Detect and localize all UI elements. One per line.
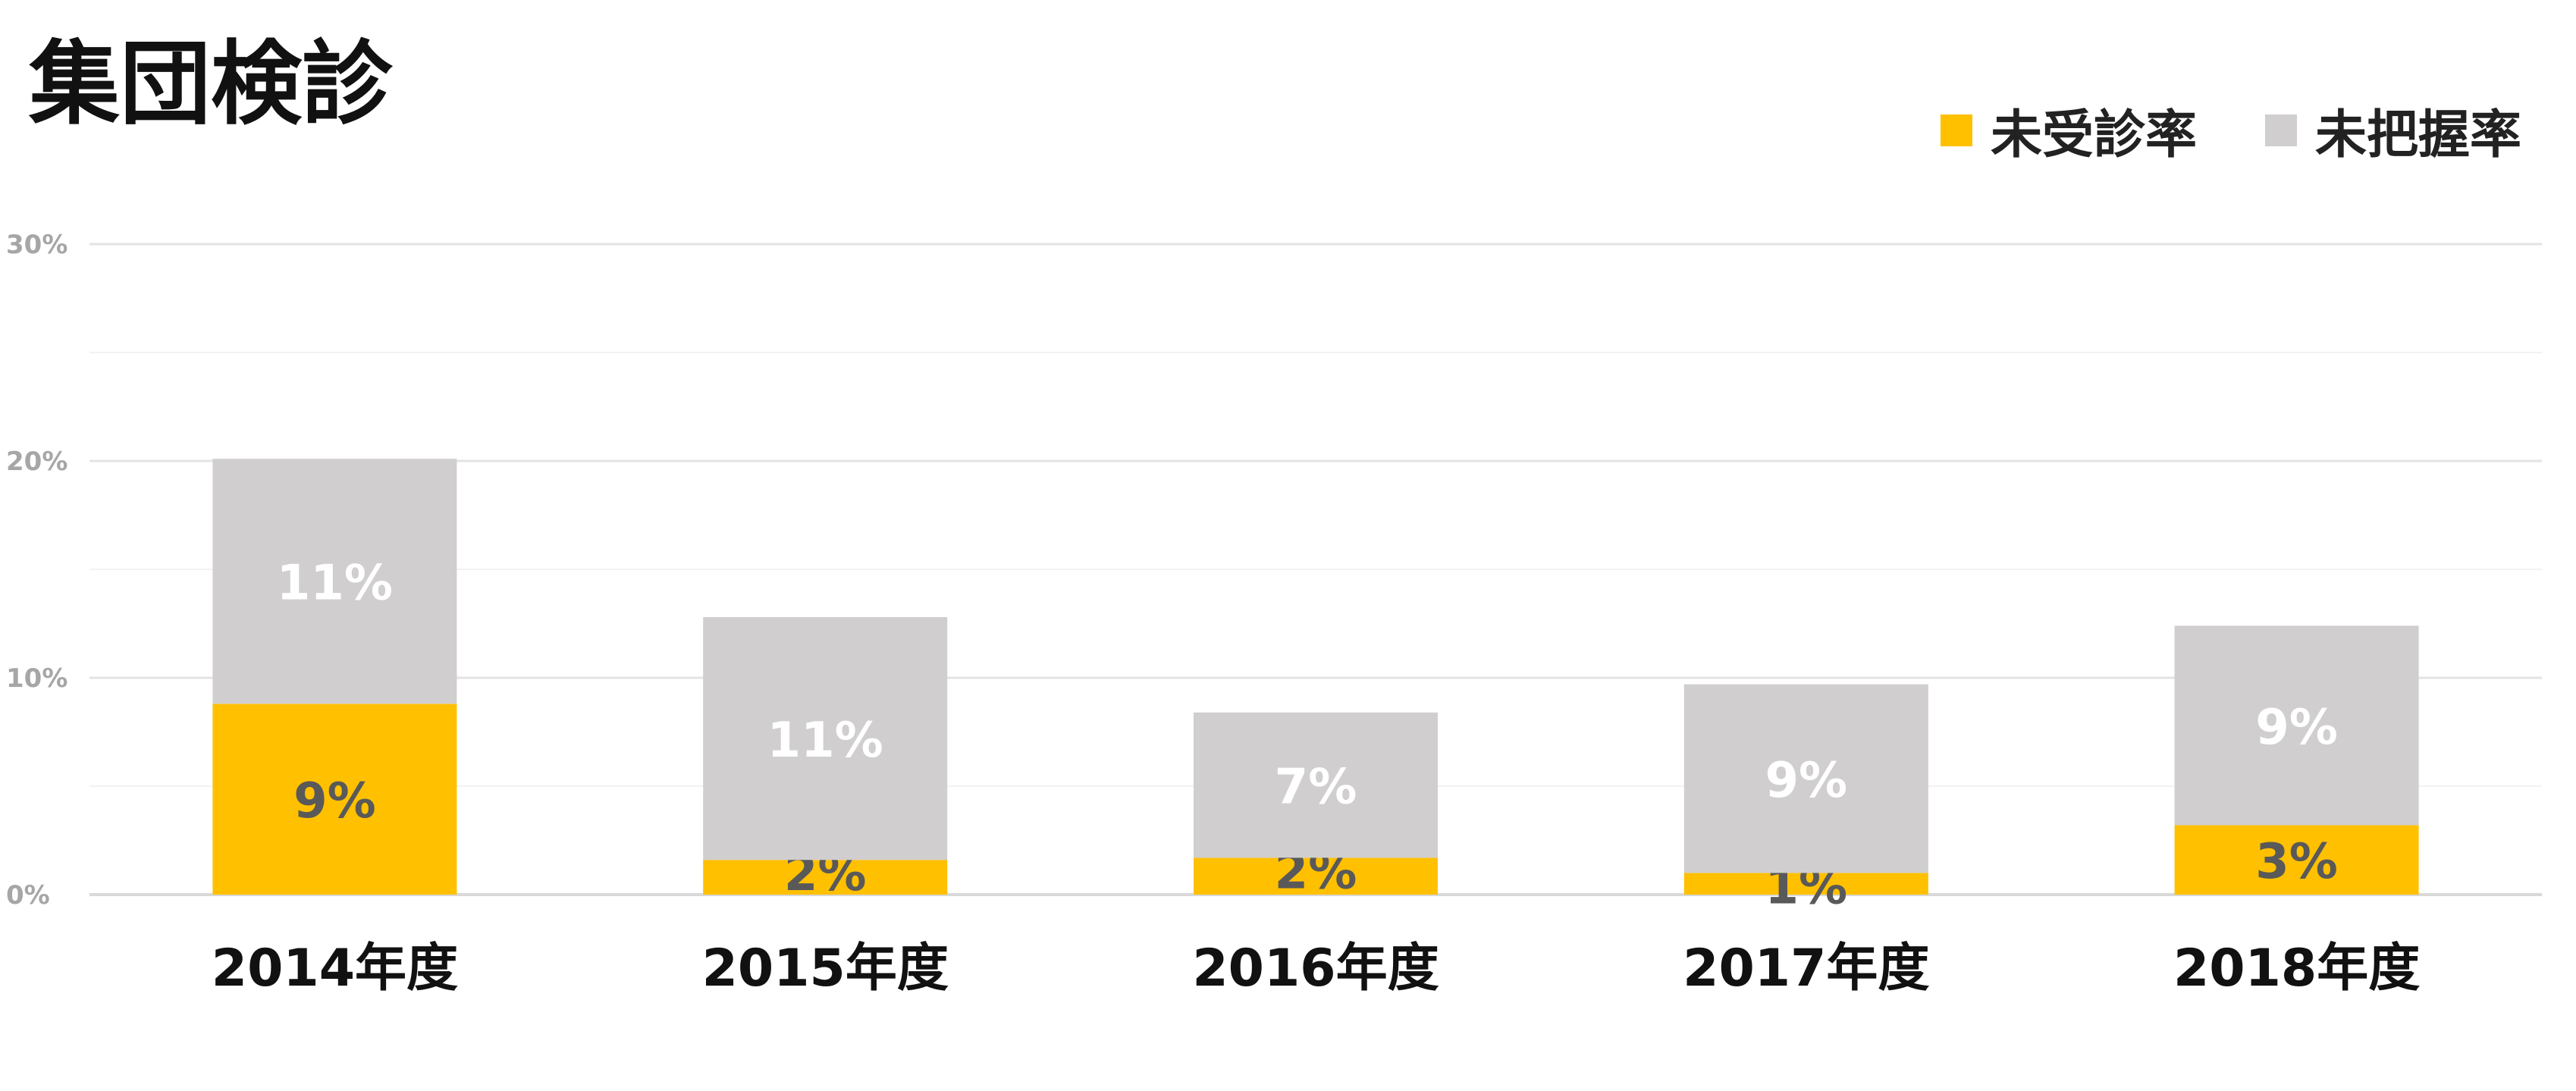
chart-title: 集団検診 — [29, 32, 393, 137]
legend-item-unexamined: 未受診率 — [1940, 92, 2197, 168]
data-label: 9% — [1765, 753, 1847, 809]
bar-segment-unknown — [2174, 625, 2419, 826]
bar-segment-unknown — [703, 616, 948, 861]
y-tick-label: 30% — [6, 230, 67, 260]
bar-segment-unknown — [1683, 684, 1928, 873]
legend-item-unknown: 未把握率 — [2264, 92, 2521, 168]
x-tick-label: 2017年度 — [1683, 939, 1929, 999]
legend-swatch-unexamined — [1940, 114, 1972, 146]
data-label: 11% — [277, 556, 393, 612]
bar-segment-unexamined — [1194, 857, 1438, 895]
data-label: 9% — [293, 773, 376, 829]
bar-segment-unknown — [212, 459, 457, 704]
data-label: 3% — [2255, 834, 2338, 890]
data-label: 11% — [767, 713, 883, 769]
bar-segment-unexamined — [212, 704, 457, 895]
x-tick-label: 2014年度 — [212, 939, 458, 999]
y-tick-label: 10% — [6, 663, 67, 694]
x-tick-label: 2015年度 — [702, 939, 949, 999]
x-tick-label: 2018年度 — [2173, 939, 2420, 999]
legend: 未受診率 未把握率 — [1940, 92, 2521, 168]
bar-segment-unexamined — [1683, 873, 1928, 895]
y-tick-label: 20% — [6, 447, 67, 477]
bar-segment-unexamined — [703, 860, 948, 895]
data-label: 9% — [2255, 700, 2338, 756]
data-label: 7% — [1275, 760, 1357, 816]
legend-label-unknown: 未把握率 — [2314, 105, 2521, 165]
legend-label-unexamined: 未受診率 — [1990, 105, 2197, 165]
bar-segment-unexamined — [2174, 825, 2419, 895]
bar-segment-unknown — [1194, 712, 1438, 858]
x-tick-label: 2016年度 — [1192, 939, 1439, 999]
y-tick-label: 0% — [6, 880, 50, 911]
legend-swatch-unknown — [2264, 114, 2297, 146]
